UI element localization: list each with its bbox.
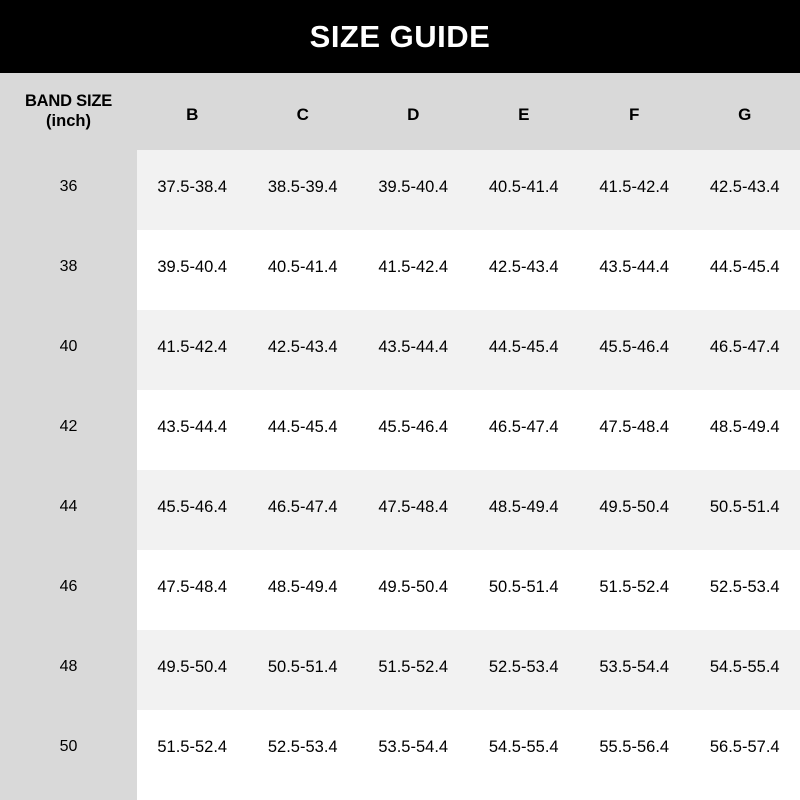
size-range-cell: 52.5-53.4 bbox=[267, 738, 338, 756]
size-range-cell: 56.5-57.4 bbox=[709, 738, 780, 756]
cup-size-header-g: G bbox=[738, 104, 752, 124]
size-range-cell: 41.5-42.4 bbox=[157, 338, 228, 356]
size-range-cell: 53.5-54.4 bbox=[599, 658, 670, 676]
size-range-cell: 45.5-46.4 bbox=[157, 498, 228, 516]
size-range-cell: 54.5-55.4 bbox=[488, 738, 559, 756]
size-range-cell: 46.5-47.4 bbox=[709, 338, 780, 356]
size-range-cell: 45.5-46.4 bbox=[599, 338, 670, 356]
size-range-cell: 40.5-41.4 bbox=[488, 178, 559, 196]
size-range-cell: 39.5-40.4 bbox=[378, 178, 449, 196]
band-size-value: 36 bbox=[0, 150, 137, 230]
size-range-cell: 47.5-48.4 bbox=[157, 578, 228, 596]
cup-size-header-d: D bbox=[407, 104, 420, 124]
size-range-cell: 40.5-41.4 bbox=[267, 258, 338, 276]
size-range-cell: 54.5-55.4 bbox=[709, 658, 780, 676]
size-range-cell: 47.5-48.4 bbox=[599, 418, 670, 436]
size-range-cell: 50.5-51.4 bbox=[709, 498, 780, 516]
size-range-cell: 44.5-45.4 bbox=[267, 418, 338, 436]
size-range-cell: 51.5-52.4 bbox=[599, 578, 670, 596]
size-range-cell: 52.5-53.4 bbox=[709, 578, 780, 596]
band-size-header-line1: BAND SIZE bbox=[24, 92, 113, 111]
size-range-cell: 53.5-54.4 bbox=[378, 738, 449, 756]
size-range-cell: 46.5-47.4 bbox=[488, 418, 559, 436]
size-range-cell: 44.5-45.4 bbox=[709, 258, 780, 276]
band-size-header-cell: BAND SIZE (inch) bbox=[0, 73, 137, 150]
size-range-cell: 42.5-43.4 bbox=[267, 338, 338, 356]
size-range-cell: 47.5-48.4 bbox=[378, 498, 449, 516]
title-bar: SIZE GUIDE bbox=[0, 0, 800, 73]
size-range-cell: 52.5-53.4 bbox=[488, 658, 559, 676]
band-size-value: 42 bbox=[0, 390, 137, 470]
size-range-cell: 50.5-51.4 bbox=[488, 578, 559, 596]
size-range-cell: 48.5-49.4 bbox=[488, 498, 559, 516]
row-cells: 47.5-48.4 48.5-49.4 49.5-50.4 50.5-51.4 51.5… bbox=[137, 550, 800, 630]
size-range-cell: 51.5-52.4 bbox=[157, 738, 228, 756]
table-body: 36 37.5-38.4 38.5-39.4 39.5-40.4 40.5-41.4 41… bbox=[0, 150, 800, 800]
cup-size-header-group: B C D E F G bbox=[137, 73, 800, 150]
size-range-cell: 45.5-46.4 bbox=[378, 418, 449, 436]
size-range-cell: 50.5-51.4 bbox=[267, 658, 338, 676]
size-range-cell: 42.5-43.4 bbox=[709, 178, 780, 196]
size-range-cell: 39.5-40.4 bbox=[157, 258, 228, 276]
table-row: 40 41.5-42.4 42.5-43.4 43.5-44.4 44.5-45.4 45… bbox=[0, 310, 800, 390]
band-size-value: 40 bbox=[0, 310, 137, 390]
row-cells: 41.5-42.4 42.5-43.4 43.5-44.4 44.5-45.4 45.5… bbox=[137, 310, 800, 390]
size-range-cell: 37.5-38.4 bbox=[157, 178, 228, 196]
row-cells: 51.5-52.4 52.5-53.4 53.5-54.4 54.5-55.4 55.5… bbox=[137, 710, 800, 790]
size-range-cell: 48.5-49.4 bbox=[709, 418, 780, 436]
size-range-cell: 46.5-47.4 bbox=[267, 498, 338, 516]
table-row: 46 47.5-48.4 48.5-49.4 49.5-50.4 50.5-51.4 51… bbox=[0, 550, 800, 630]
band-size-value: 48 bbox=[0, 630, 137, 710]
size-range-cell: 55.5-56.4 bbox=[599, 738, 670, 756]
cup-size-header-c: C bbox=[296, 104, 309, 124]
size-range-cell: 44.5-45.4 bbox=[488, 338, 559, 356]
size-range-cell: 43.5-44.4 bbox=[157, 418, 228, 436]
table-row: 44 45.5-46.4 46.5-47.4 47.5-48.4 48.5-49.4 49… bbox=[0, 470, 800, 550]
cup-size-header-f: F bbox=[629, 104, 640, 124]
size-range-cell: 41.5-42.4 bbox=[378, 258, 449, 276]
size-range-cell: 49.5-50.4 bbox=[599, 498, 670, 516]
size-range-cell: 42.5-43.4 bbox=[488, 258, 559, 276]
size-range-cell: 43.5-44.4 bbox=[599, 258, 670, 276]
cup-size-header-b: B bbox=[186, 104, 199, 124]
table-row: 36 37.5-38.4 38.5-39.4 39.5-40.4 40.5-41.4 41… bbox=[0, 150, 800, 230]
row-cells: 39.5-40.4 40.5-41.4 41.5-42.4 42.5-43.4 43.5… bbox=[137, 230, 800, 310]
band-size-value: 50 bbox=[0, 710, 137, 790]
page-title: SIZE GUIDE bbox=[309, 18, 491, 54]
cup-size-header-e: E bbox=[518, 104, 530, 124]
size-range-cell: 38.5-39.4 bbox=[267, 178, 338, 196]
size-range-cell: 43.5-44.4 bbox=[378, 338, 449, 356]
row-cells: 49.5-50.4 50.5-51.4 51.5-52.4 52.5-53.4 53.5… bbox=[137, 630, 800, 710]
row-cells: 43.5-44.4 44.5-45.4 45.5-46.4 46.5-47.4 47.5… bbox=[137, 390, 800, 470]
table-row: 42 43.5-44.4 44.5-45.4 45.5-46.4 46.5-47.4 47… bbox=[0, 390, 800, 470]
table-row: 48 49.5-50.4 50.5-51.4 51.5-52.4 52.5-53.4 53… bbox=[0, 630, 800, 710]
size-range-cell: 49.5-50.4 bbox=[378, 578, 449, 596]
size-range-cell: 51.5-52.4 bbox=[378, 658, 449, 676]
size-range-cell: 48.5-49.4 bbox=[267, 578, 338, 596]
size-range-cell: 41.5-42.4 bbox=[599, 178, 670, 196]
row-cells: 37.5-38.4 38.5-39.4 39.5-40.4 40.5-41.4 41.5… bbox=[137, 150, 800, 230]
table-row: 50 51.5-52.4 52.5-53.4 53.5-54.4 54.5-55.4 55… bbox=[0, 710, 800, 790]
band-size-value: 38 bbox=[0, 230, 137, 310]
band-size-value: 44 bbox=[0, 470, 137, 550]
table-row: 38 39.5-40.4 40.5-41.4 41.5-42.4 42.5-43.4 43… bbox=[0, 230, 800, 310]
size-range-cell: 49.5-50.4 bbox=[157, 658, 228, 676]
band-size-value: 46 bbox=[0, 550, 137, 630]
row-cells: 45.5-46.4 46.5-47.4 47.5-48.4 48.5-49.4 49.5… bbox=[137, 470, 800, 550]
table-header-row: BAND SIZE (inch) B C D E F G bbox=[0, 73, 800, 150]
band-size-header-line2: (inch) bbox=[46, 111, 91, 130]
